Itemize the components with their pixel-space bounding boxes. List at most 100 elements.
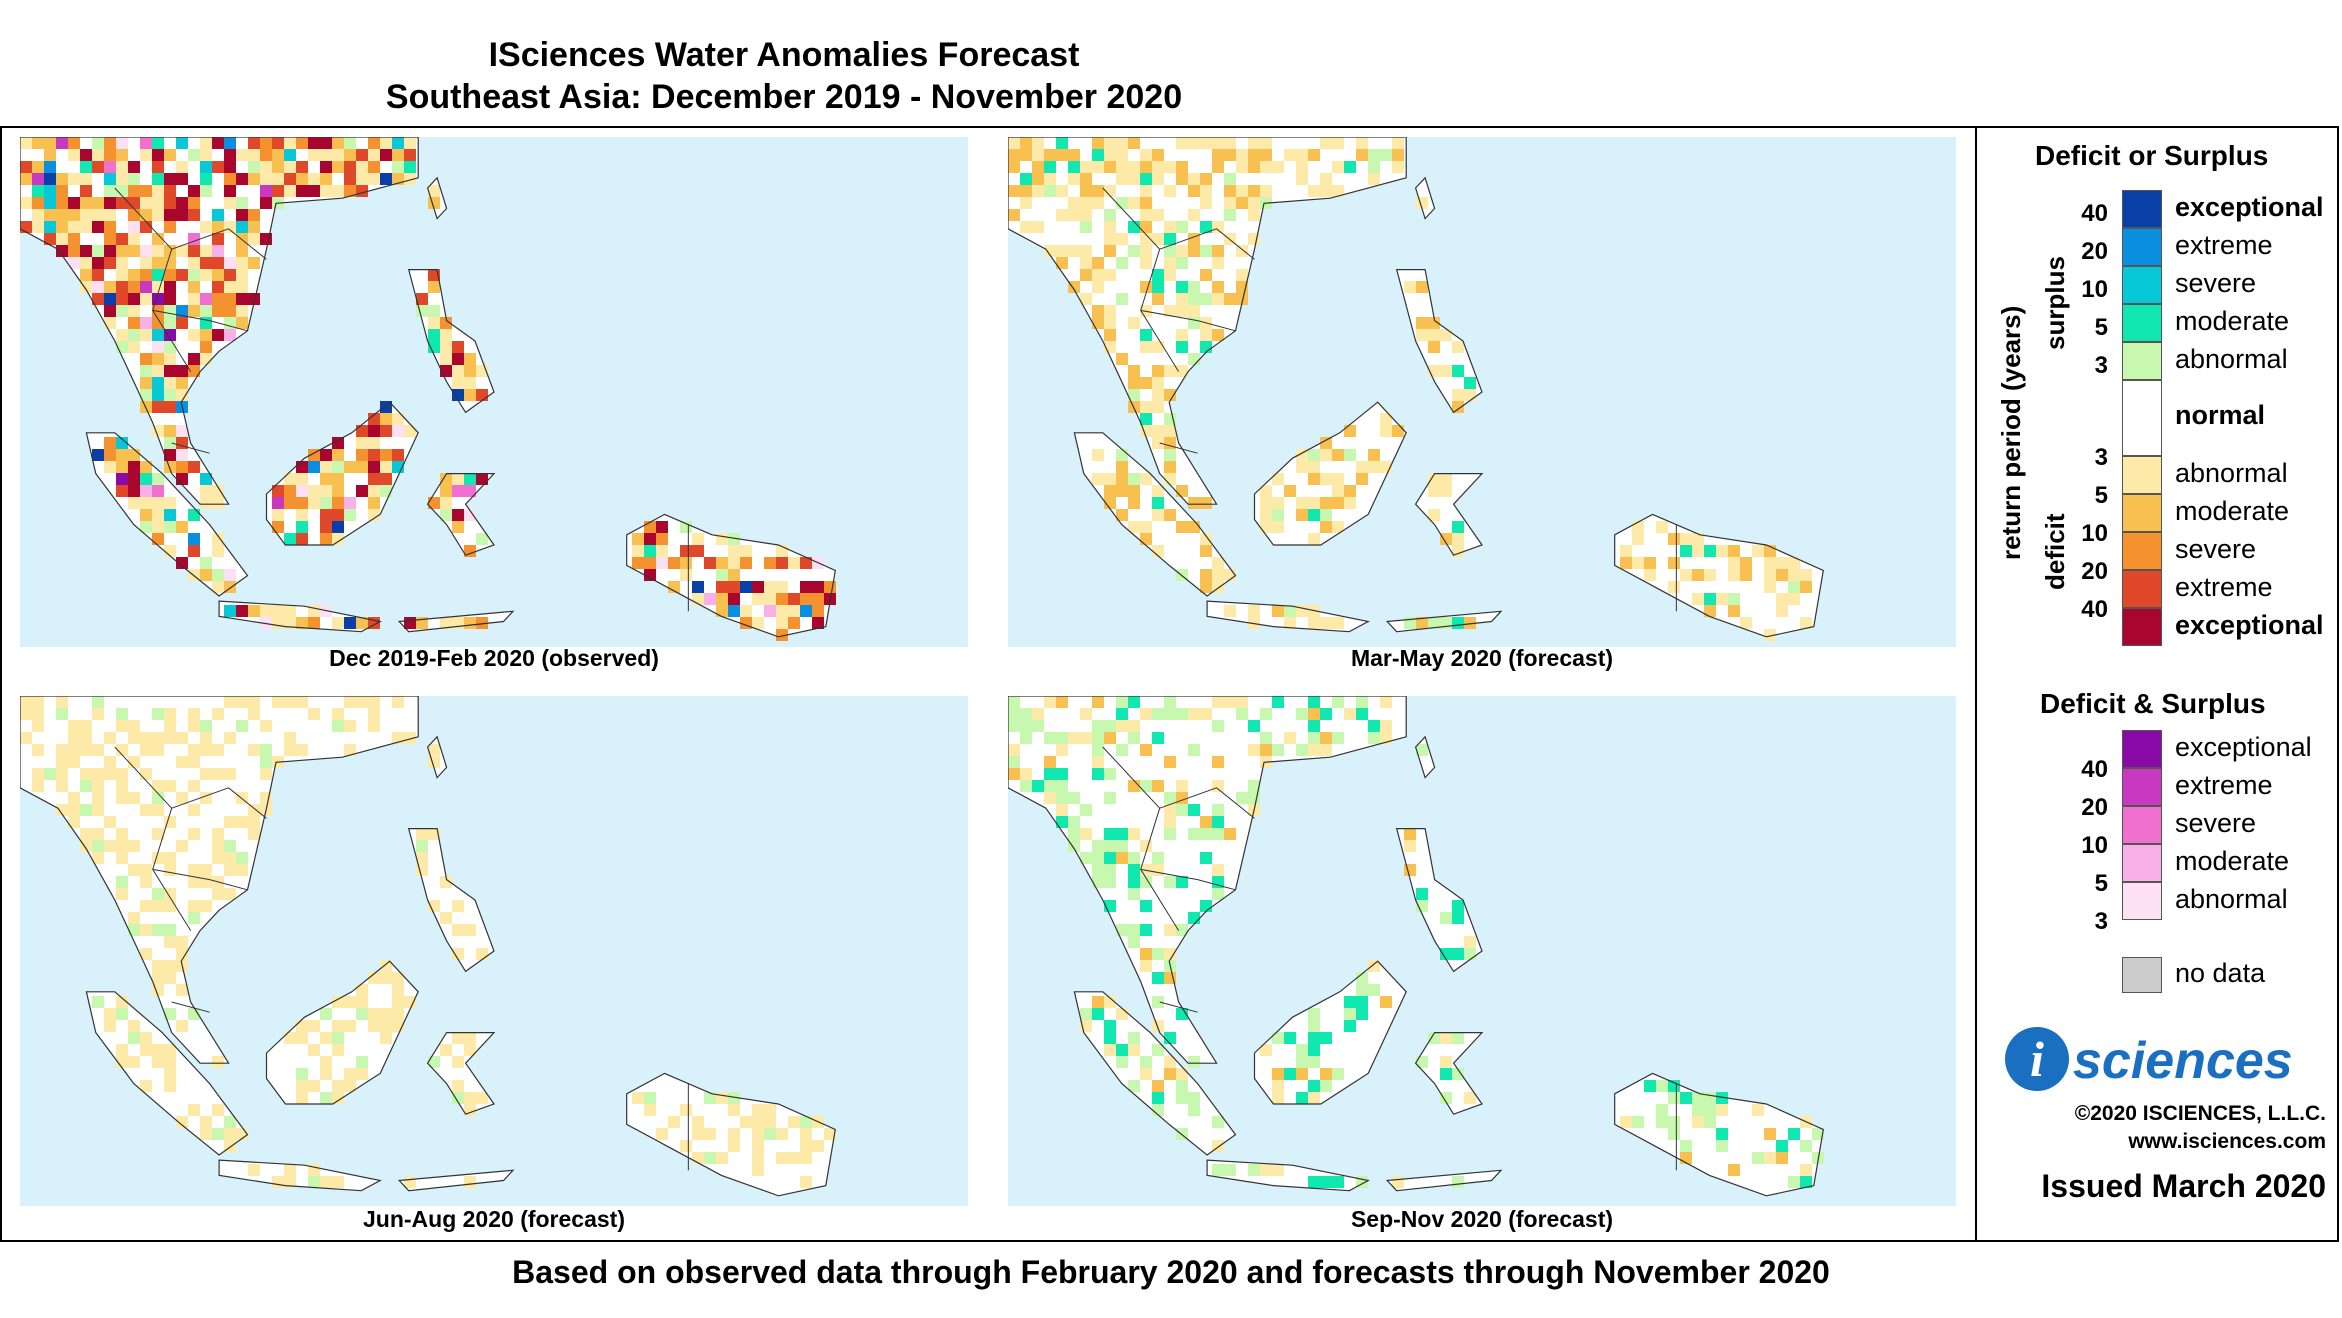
legend-label-deficit-abnormal: abnormal	[2175, 458, 2288, 488]
country-border	[1159, 442, 1198, 454]
legend-swatch-surplus-exceptional	[2122, 190, 2162, 228]
coastline-borneo	[265, 401, 419, 546]
legend-tick-deficit-3: 3	[2094, 444, 2108, 471]
legend-tick-surplus-10: 10	[2081, 276, 2108, 303]
coastline-newguinea	[626, 513, 836, 638]
coastline-borneo	[1253, 960, 1407, 1105]
map-panel-dec-feb	[20, 137, 968, 647]
anomaly-cells	[1008, 137, 1812, 641]
legend-swatch-surplus-abnormal	[2122, 342, 2162, 380]
anomaly-cells	[20, 137, 836, 641]
legend-tick-surplus-20: 20	[2081, 238, 2108, 265]
country-border	[114, 187, 192, 372]
legend-tick-both-3: 3	[2094, 908, 2108, 935]
land-mainland	[20, 137, 419, 505]
legend-no-data-swatch	[2122, 957, 2162, 993]
legend-tick-deficit-10: 10	[2081, 520, 2108, 547]
legend-label-surplus-exceptional: exceptional	[2175, 192, 2324, 222]
land-timor	[399, 1170, 513, 1191]
map-panel-sep-nov	[1008, 696, 1956, 1206]
coastline-timor	[397, 1169, 515, 1192]
legend-swatch-deficit-abnormal	[2122, 456, 2162, 494]
legend-swatch-normal	[2122, 380, 2162, 456]
country-border	[1159, 787, 1255, 819]
legend-label-both-severe: severe	[2175, 808, 2257, 838]
legend-tick-both-40: 40	[2081, 756, 2108, 783]
coastline-sulawesi	[1414, 473, 1484, 556]
legend-swatch-both-extreme	[2122, 768, 2162, 806]
legend-deficit-label: deficit	[2040, 513, 2070, 590]
legend-swatch-surplus-moderate	[2122, 304, 2162, 342]
country-border	[1159, 1001, 1198, 1013]
legend-label-both-extreme: extreme	[2175, 770, 2273, 800]
country-border	[114, 746, 192, 931]
legend-tick-surplus-3: 3	[2094, 352, 2108, 379]
legend-tick-deficit-20: 20	[2081, 558, 2108, 585]
country-border	[171, 228, 267, 260]
legend-swatch-both-severe	[2122, 806, 2162, 844]
legend-label-surplus-extreme: extreme	[2175, 230, 2273, 260]
legend-swatch-deficit-moderate	[2122, 494, 2162, 532]
coastline-java	[1206, 600, 1370, 633]
coastline-taiwan	[1414, 735, 1436, 779]
legend-label-normal: normal	[2175, 400, 2266, 430]
map-svg	[20, 696, 836, 1197]
country-border	[1102, 187, 1180, 372]
coastline-timor	[397, 610, 515, 633]
coastline-sumatra	[85, 432, 249, 597]
coastline-sulawesi	[1414, 1032, 1484, 1115]
coastline-philippines	[407, 269, 495, 414]
coastline-sulawesi	[426, 1032, 496, 1115]
coastline-sulawesi	[426, 473, 496, 556]
coastline-mainland	[20, 137, 419, 505]
legend-label-surplus-severe: severe	[2175, 268, 2257, 298]
legend-no-data-label: no data	[2175, 958, 2266, 988]
legend-tick-surplus-5: 5	[2094, 314, 2108, 341]
country-border	[152, 309, 248, 332]
legend-tick-deficit-40: 40	[2081, 596, 2108, 623]
country-border	[171, 787, 267, 819]
land-timor	[1387, 1170, 1501, 1191]
coastline-java	[218, 1159, 382, 1192]
caption-jun-aug: Jun-Aug 2020 (forecast)	[362, 1206, 625, 1232]
logo-wordmark: sciences	[2073, 1032, 2293, 1090]
legend-tick-both-10: 10	[2081, 832, 2108, 859]
coastline-mainland	[1008, 696, 1407, 1064]
country-border	[1140, 868, 1236, 891]
legend-swatch-deficit-severe	[2122, 532, 2162, 570]
country-border	[1102, 746, 1180, 931]
legend-label-both-exceptional: exceptional	[2175, 732, 2312, 762]
coastline-philippines	[1395, 269, 1483, 414]
coastline-philippines	[407, 828, 495, 973]
coastline-java	[1206, 1159, 1370, 1192]
caption-sep-nov: Sep-Nov 2020 (forecast)	[1350, 1206, 1614, 1232]
legend-swatch-surplus-extreme	[2122, 228, 2162, 266]
svg-text:i: i	[2030, 1031, 2044, 1087]
legend-divider	[1975, 126, 1977, 1242]
caption-mar-may: Mar-May 2020 (forecast)	[1350, 645, 1614, 671]
coastline-java	[218, 600, 382, 633]
legend-label-deficit-moderate: moderate	[2175, 496, 2290, 526]
isciences-logo: i sciences	[2005, 1027, 2293, 1091]
coastline-newguinea	[626, 1072, 836, 1197]
legend-tick-both-20: 20	[2081, 794, 2108, 821]
map-svg	[1008, 696, 1824, 1197]
main-subtitle: Southeast Asia: December 2019 - November…	[385, 78, 1183, 116]
coastline-taiwan	[1414, 176, 1436, 220]
main-title: ISciences Water Anomalies Forecast	[488, 36, 1080, 74]
land-philippines	[1396, 828, 1482, 972]
country-border	[171, 1001, 210, 1013]
legend-label-deficit-extreme: extreme	[2175, 572, 2273, 602]
coastline-timor	[1385, 610, 1503, 633]
legend-tick-deficit-5: 5	[2094, 482, 2108, 509]
legend-swatch-deficit-extreme	[2122, 570, 2162, 608]
legend-tick-surplus-40: 40	[2081, 200, 2108, 227]
anomaly-cells	[1008, 696, 1824, 1188]
anomaly-cells	[20, 696, 836, 1188]
legend-tick-both-5: 5	[2094, 870, 2108, 897]
coastline-borneo	[265, 960, 419, 1105]
coastline-newguinea	[1614, 1072, 1824, 1197]
legend-axis-label: return period (years)	[1996, 305, 2026, 560]
coastline-sumatra	[1073, 991, 1237, 1156]
coastline-newguinea	[1614, 513, 1824, 638]
